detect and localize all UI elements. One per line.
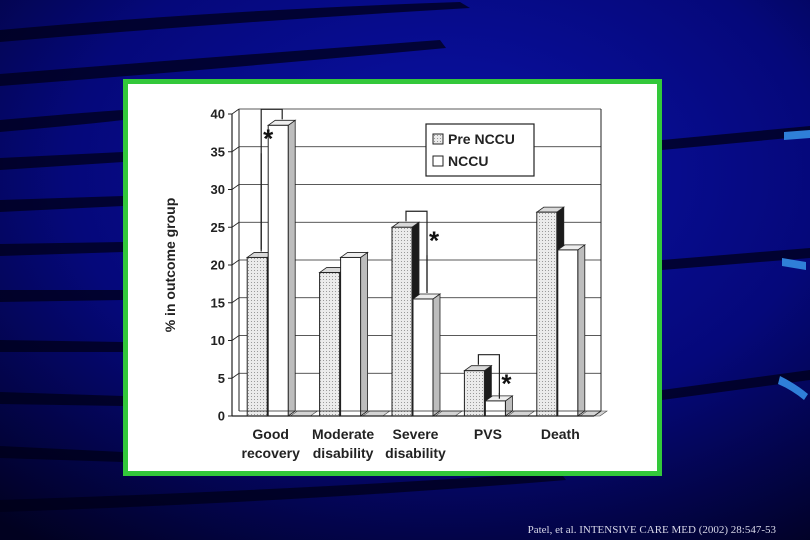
bar-side [360, 251, 369, 417]
x-tick-label: Death [541, 426, 580, 442]
y-tick-label: 5 [218, 371, 225, 386]
bar [484, 400, 506, 417]
gridline-depth [231, 146, 240, 153]
y-tick-label: 20 [211, 258, 225, 273]
x-tick-label: Good recovery [242, 426, 301, 461]
y-tick-label: 25 [211, 220, 225, 235]
gridline-depth [231, 335, 240, 341]
significance-marker: * [501, 369, 512, 399]
y-tick-label: 0 [218, 409, 225, 424]
x-tick-label-line: Death [541, 426, 580, 442]
x-tick-label: PVS [474, 426, 502, 442]
gridline-depth [231, 221, 240, 228]
x-axis-corner [593, 410, 602, 417]
background-streaks [0, 2, 810, 512]
bar-side [432, 293, 441, 417]
x-tick-label: Moderate disability [312, 426, 374, 461]
x-tick-label: Severe disability [385, 426, 446, 461]
bar [340, 256, 362, 417]
gridline-depth [231, 297, 240, 304]
bar-side [287, 119, 296, 417]
y-tick-label: 15 [211, 295, 225, 310]
x-tick-label-line: disability [385, 445, 446, 461]
bar [391, 226, 413, 417]
y-tick-label: 30 [211, 182, 225, 197]
y-tick-label: 10 [211, 333, 225, 348]
legend-swatch [432, 133, 444, 145]
citation: Patel, et al. INTENSIVE CARE MED (2002) … [527, 524, 776, 536]
x-tick-label-line: Severe [393, 426, 439, 442]
significance-bracket [405, 210, 428, 293]
accent-marks [778, 130, 810, 400]
significance-marker: * [263, 123, 274, 153]
bar-side [577, 244, 586, 417]
legend-label: Pre NCCU [448, 131, 515, 147]
bar [412, 298, 434, 417]
bar [246, 256, 268, 417]
x-tick-label-line: PVS [474, 426, 502, 442]
x-tick-label-line: recovery [242, 445, 301, 461]
significance-bracket [477, 354, 500, 395]
legend-label: NCCU [448, 153, 488, 169]
x-tick-label-line: disability [313, 445, 374, 461]
gridline-depth [231, 259, 240, 266]
bar-chart: 0 5 10 15 20 25 30 35 40 % in outcome group Good re… [162, 107, 608, 461]
legend-box [425, 123, 535, 177]
y-axis-title: % in outcome group [162, 198, 178, 333]
x-tick-label-line: Good [252, 426, 289, 442]
significance-marker: * [429, 225, 440, 255]
bar [536, 211, 558, 417]
gridline-depth [231, 108, 240, 115]
bar [557, 249, 579, 417]
bar [463, 370, 485, 417]
chart-frame: 0 5 10 15 20 25 30 35 40 % in outcome group Good re… [123, 79, 662, 476]
legend-swatch [432, 155, 444, 167]
gridline-depth [231, 372, 240, 379]
bar [319, 272, 341, 417]
gridline-depth [231, 184, 240, 190]
y-tick-label: 35 [211, 144, 225, 159]
bar [267, 124, 289, 417]
x-tick-label-line: Moderate [312, 426, 374, 442]
y-tick-label: 40 [211, 107, 225, 122]
